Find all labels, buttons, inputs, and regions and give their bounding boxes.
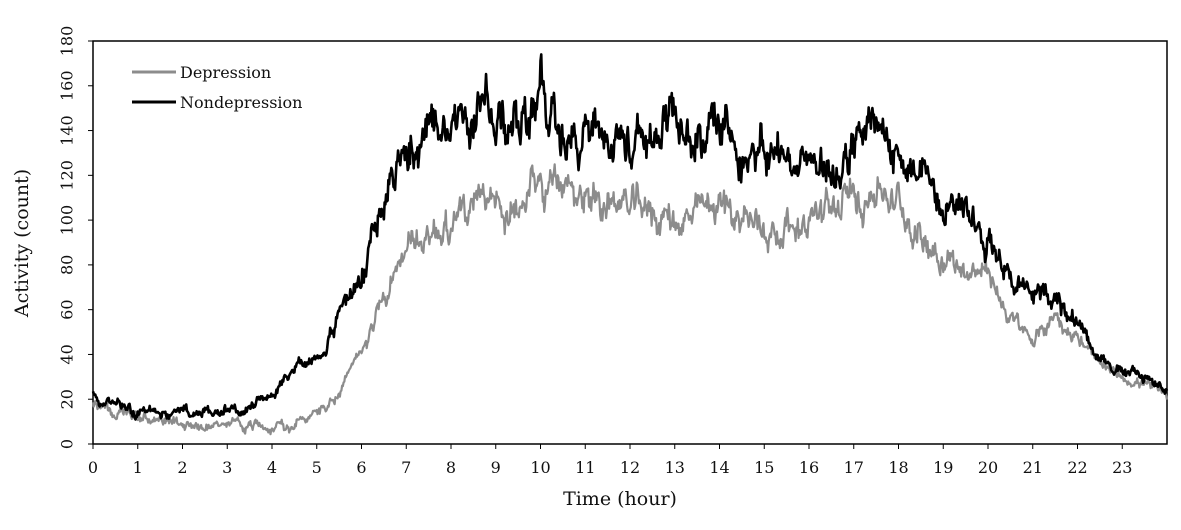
legend-label-depression: Depression [180,63,271,82]
x-tick-label: 22 [1067,458,1087,477]
y-tick-label: 40 [58,344,77,364]
x-tick-label: 12 [620,458,640,477]
y-tick-label: 180 [58,26,77,57]
x-tick-label: 3 [222,458,232,477]
series-line-nondepression [91,53,1169,421]
legend: Depression Nondepression [132,63,302,112]
x-tick-label: 6 [356,458,366,477]
y-tick-label: 20 [58,389,77,409]
y-axis-ticks: 0 20 40 60 80 100 120 140 160 180 [58,26,93,449]
x-tick-label: 21 [1023,458,1043,477]
y-axis-title: Activity (count) [11,169,33,318]
x-tick-label: 2 [177,458,187,477]
x-tick-label: 16 [799,458,819,477]
x-tick-label: 19 [933,458,953,477]
x-tick-label: 20 [978,458,998,477]
x-tick-label: 17 [844,458,864,477]
x-tick-label: 15 [754,458,774,477]
y-tick-label: 80 [58,255,77,275]
x-tick-label: 4 [267,458,277,477]
x-tick-label: 8 [446,458,456,477]
y-tick-label: 120 [58,160,77,191]
x-tick-label: 0 [88,458,98,477]
x-tick-label: 18 [888,458,908,477]
x-tick-label: 11 [575,458,595,477]
x-tick-label: 10 [530,458,550,477]
x-tick-label: 14 [709,458,729,477]
legend-label-nondepression: Nondepression [180,93,302,112]
x-axis-ticks: 0 1 2 3 4 5 6 7 8 9 10 11 12 13 14 15 16 17 18 19 20 21 22 23 [88,444,1132,477]
x-tick-label: 9 [491,458,501,477]
x-tick-label: 23 [1112,458,1132,477]
x-tick-label: 13 [665,458,685,477]
x-tick-label: 7 [401,458,411,477]
y-tick-label: 0 [58,439,77,449]
x-tick-label: 5 [312,458,322,477]
y-tick-label: 60 [58,299,77,319]
y-tick-label: 160 [58,71,77,102]
series-line-depression [91,163,1169,436]
y-tick-label: 100 [58,205,77,236]
series-layer [91,53,1169,436]
y-tick-label: 140 [58,115,77,146]
x-axis-title: Time (hour) [563,488,677,510]
x-tick-label: 1 [133,458,143,477]
